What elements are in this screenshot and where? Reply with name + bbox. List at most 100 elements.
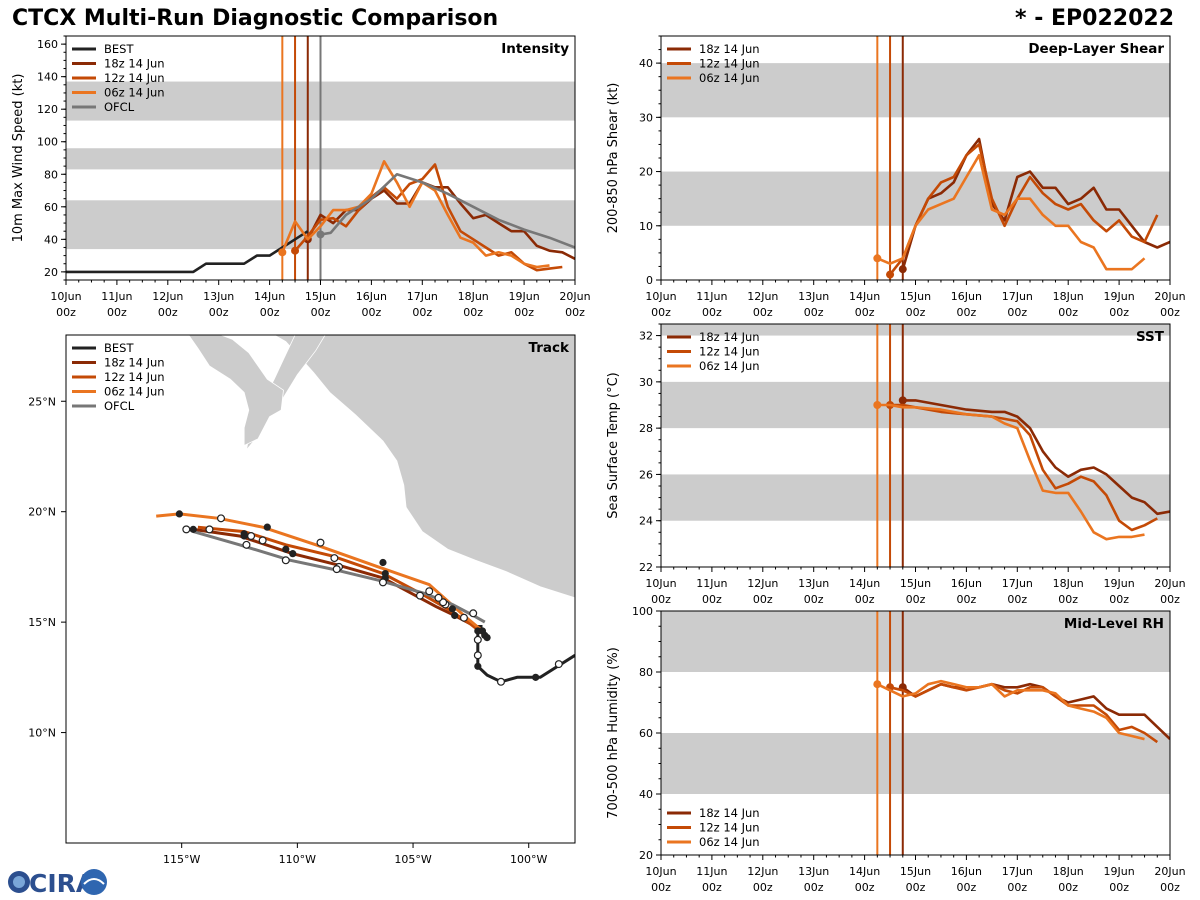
x-tick-label-rh: 00z [753, 881, 773, 894]
shaded-band-sst [661, 474, 1170, 521]
track-point-open-OFCL [332, 565, 341, 574]
x-tick-label-rh: 11Jun [696, 865, 727, 878]
track-point-open-OFCL [469, 609, 478, 618]
track-point-open-OFCL [242, 540, 251, 549]
panel-track: 115°W 110°W 105°W 100°W 10°N 15°N 20°N 25°N Trac… [28, 334, 576, 866]
cira-logo: CIRA [8, 869, 107, 898]
y-tick-label-intensity: 100 [37, 136, 58, 149]
panel-sst: 10Jun 00z 11Jun 00z 12Jun 00z 13Jun 00z 14Jun 00z… [606, 323, 1186, 606]
x-tick-label-rh: 00z [957, 881, 977, 894]
track-point-open-BEST [496, 677, 505, 686]
panel-intensity: 10Jun 00z 11Jun 00z 12Jun 00z 13Jun 00z 14Jun 00z… [11, 35, 591, 319]
x-tick-label-shear: 00z [753, 306, 773, 319]
series-line-06z [876, 154, 1146, 271]
x-tick-label-intensity: 00z [463, 306, 483, 319]
x-tick-label-sst: 20Jun [1154, 577, 1185, 590]
legend-label-06z: 06z 14 Jun [699, 71, 760, 85]
x-tick-label-intensity: 00z [514, 306, 534, 319]
series-line-18z [902, 399, 1170, 516]
x-tick-label-intensity: 18Jun [458, 290, 489, 303]
x-tick-label-rh: 00z [702, 881, 722, 894]
x-tick-label-rh: 00z [1058, 881, 1078, 894]
track-point-solid-12z [381, 569, 389, 578]
y-tick-label-intensity: 60 [44, 201, 58, 214]
series-line-12z [888, 143, 1159, 276]
track-point-open-06z [316, 538, 325, 547]
legend-label-BEST: BEST [104, 341, 134, 355]
y-axis-label-intensity: 10m Max Wind Speed (kt) [11, 74, 26, 243]
legend-label-06z: 06z 14 Jun [104, 86, 165, 100]
series-point-06z [873, 254, 882, 263]
y-tick-label-sst: 32 [639, 330, 653, 343]
x-tick-label-shear: 14Jun [849, 290, 880, 303]
track-point-open-BEST [554, 660, 563, 669]
x-tick-label-rh: 12Jun [747, 865, 778, 878]
series-line-OFCL [320, 173, 575, 249]
x-tick-label-shear: 00z [1007, 306, 1027, 319]
axes-frame-intensity [65, 35, 576, 281]
x-tick-label-rh: 00z [906, 881, 926, 894]
track-point-open-BEST [473, 651, 482, 660]
y-tick-label-track: 15°N [28, 616, 56, 629]
x-tick-label-intensity: 16Jun [356, 290, 387, 303]
x-tick-label-shear: 12Jun [747, 290, 778, 303]
y-tick-label-intensity: 40 [44, 233, 58, 246]
series-line-18z [902, 682, 1170, 741]
x-tick-label-rh: 00z [1109, 881, 1129, 894]
track-point-solid-18z [451, 611, 459, 620]
panel-title-shear: Deep-Layer Shear [1028, 41, 1164, 57]
x-tick-label-sst: 00z [1007, 593, 1027, 606]
track-point-open-06z [459, 613, 468, 622]
series-point-18z [898, 396, 907, 405]
series-line-12z [890, 403, 1158, 532]
legend-label-12z: 12z 14 Jun [699, 345, 760, 359]
axes-frame-track [65, 334, 576, 844]
track-point-solid-06z [483, 633, 491, 642]
y-tick-label-sst: 22 [639, 561, 653, 574]
x-tick-label-sst: 00z [906, 593, 926, 606]
x-tick-label-rh: 18Jun [1053, 865, 1084, 878]
x-tick-label-rh: 10Jun [645, 865, 676, 878]
y-tick-label-track: 25°N [28, 395, 56, 408]
x-tick-label-sst: 00z [753, 593, 773, 606]
x-tick-label-rh: 00z [855, 881, 875, 894]
x-tick-label-sst: 12Jun [747, 577, 778, 590]
track-point-solid-BEST [474, 662, 482, 670]
series-line-06z [877, 403, 1145, 541]
legend-label-12z: 12z 14 Jun [104, 370, 165, 384]
x-tick-label-shear: 00z [906, 306, 926, 319]
x-tick-label-sst: 16Jun [951, 577, 982, 590]
figure-title: CTCX Multi-Run Diagnostic Comparison [12, 6, 499, 31]
y-axis-label-shear: 200-850 hPa Shear (kt) [606, 83, 621, 234]
y-tick-label-sst: 26 [639, 468, 653, 481]
x-tick-label-rh: 15Jun [900, 865, 931, 878]
track-point-open-12z [258, 536, 267, 545]
x-tick-label-rh: 19Jun [1104, 865, 1135, 878]
track-point-open-06z [217, 514, 226, 523]
x-tick-label-rh: 13Jun [798, 865, 829, 878]
x-tick-label-shear: 00z [855, 306, 875, 319]
x-tick-label-sst: 00z [804, 593, 824, 606]
y-tick-label-intensity: 80 [44, 168, 58, 181]
x-tick-label-rh: 20Jun [1154, 865, 1185, 878]
x-tick-label-track: 115°W [163, 853, 200, 866]
y-tick-label-intensity: 120 [37, 103, 58, 116]
track-point-open-18z [247, 531, 256, 540]
y-tick-label-intensity: 140 [37, 71, 58, 84]
axes-frame-shear [660, 35, 1171, 281]
track-point-solid-12z [282, 545, 290, 553]
x-tick-label-intensity: 20Jun [559, 290, 590, 303]
legend-label-06z: 06z 14 Jun [699, 835, 760, 849]
x-tick-label-shear: 13Jun [798, 290, 829, 303]
track-point-solid-12z [448, 605, 456, 613]
series-point-06z [873, 680, 882, 689]
track-point-open-12z [205, 525, 214, 534]
x-tick-label-shear: 19Jun [1104, 290, 1135, 303]
y-axis-label-sst: Sea Surface Temp (°C) [606, 372, 621, 519]
x-tick-label-track: 105°W [394, 853, 431, 866]
track-point-open-OFCL [281, 556, 290, 565]
x-tick-label-rh: 00z [804, 881, 824, 894]
x-tick-label-shear: 18Jun [1053, 290, 1084, 303]
x-tick-label-rh: 00z [651, 881, 671, 894]
y-tick-label-rh: 80 [639, 666, 653, 679]
